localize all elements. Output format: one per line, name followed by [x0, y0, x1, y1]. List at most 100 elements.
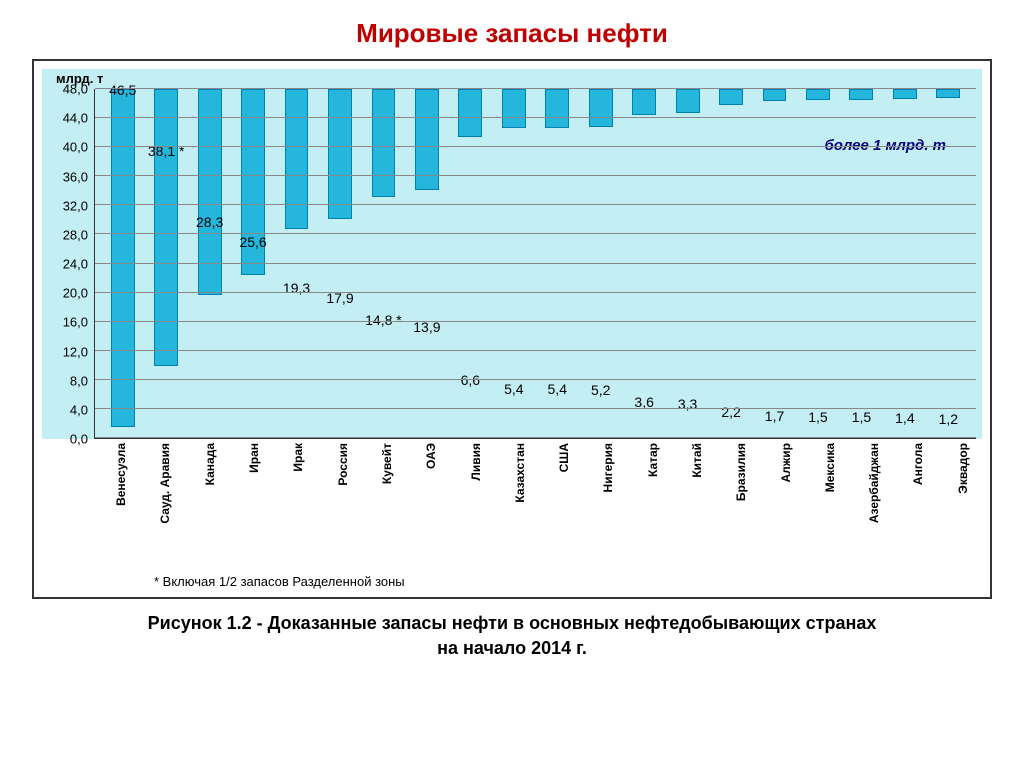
y-tick: 40,0: [63, 140, 88, 155]
bar-col: 5,4: [492, 89, 535, 438]
bar: [676, 89, 700, 113]
x-axis-label: Мексика: [801, 443, 845, 553]
x-axis-label: Алжир: [756, 443, 800, 553]
bar-col: 1,5: [796, 89, 839, 438]
bar-col: 3,6: [622, 89, 665, 438]
bar-value-label: 1,2: [939, 411, 958, 427]
gridline: [95, 350, 976, 351]
y-tick: 24,0: [63, 257, 88, 272]
x-axis-label: Иран: [225, 443, 269, 553]
bar: [154, 89, 178, 366]
x-axis-label: Ирак: [269, 443, 313, 553]
bar-col: 2,2: [709, 89, 752, 438]
bar-col: 1,5: [840, 89, 883, 438]
bar-col: 46,5: [101, 89, 144, 438]
y-tick: 8,0: [70, 373, 88, 388]
caption-line-1: Рисунок 1.2 - Доказанные запасы нефти в …: [148, 613, 877, 633]
y-axis-ticks: 0,04,08,012,016,020,024,028,032,036,040,…: [42, 89, 92, 439]
y-tick: 12,0: [63, 344, 88, 359]
gridline: [95, 146, 976, 147]
gridline: [95, 117, 976, 118]
bar-value-label: 5,4: [548, 381, 567, 397]
bar: [589, 89, 613, 127]
bars-container: 46,538,1 * 28,3 25,6 19,3 17,914,8 *13,9 6,6 5…: [95, 89, 976, 438]
x-axis-label: ОАЭ: [402, 443, 446, 553]
x-axis-label: Канада: [181, 443, 225, 553]
bar: [285, 89, 309, 229]
x-axis-label: США: [535, 443, 579, 553]
bar-value-label: 5,4: [504, 381, 523, 397]
bar-value-label: 1,5: [808, 409, 827, 425]
bar: [719, 89, 743, 105]
bar-col: 28,3: [188, 89, 231, 438]
x-axis-label: Бразилия: [712, 443, 756, 553]
bar-col: 19,3: [275, 89, 318, 438]
bar-value-label: 1,4: [895, 410, 914, 426]
bar-col: 5,2: [579, 89, 622, 438]
bar-col: 1,7: [753, 89, 796, 438]
bar-col: 1,2: [927, 89, 970, 438]
caption-line-2: на начало 2014 г.: [437, 638, 587, 658]
bar-col: 14,8 *: [362, 89, 405, 438]
gridline: [95, 233, 976, 234]
x-axis-label: Катар: [624, 443, 668, 553]
bar: [545, 89, 569, 128]
bar: [849, 89, 873, 100]
bar-value-label: 1,7: [765, 408, 784, 424]
x-axis-label: Нигерия: [579, 443, 623, 553]
bar: [328, 89, 352, 219]
x-axis-label: Ливия: [446, 443, 490, 553]
chart-outer-frame: млрд. т 0,04,08,012,016,020,024,028,032,…: [32, 59, 992, 599]
x-axis-label: Ангола: [889, 443, 933, 553]
chart-footnote: * Включая 1/2 запасов Разделенной зоны: [154, 574, 405, 589]
y-tick: 48,0: [63, 82, 88, 97]
x-axis-labels: ВенесуэлаСауд. АравияКанадаИранИракРосси…: [86, 443, 984, 553]
x-axis-label: Казахстан: [491, 443, 535, 553]
gridline: [95, 437, 976, 438]
bar-col: 13,9: [405, 89, 448, 438]
figure-caption: Рисунок 1.2 - Доказанные запасы нефти в …: [0, 611, 1024, 661]
bar-value-label: 1,5: [852, 409, 871, 425]
chart-plot-area: млрд. т 0,04,08,012,016,020,024,028,032,…: [42, 69, 982, 439]
x-axis-label: Россия: [313, 443, 357, 553]
y-tick: 20,0: [63, 286, 88, 301]
bar: [372, 89, 396, 197]
bar: [198, 89, 222, 295]
gridline: [95, 292, 976, 293]
bar-col: 5,4: [536, 89, 579, 438]
bar-value-label: 19,3: [283, 280, 310, 296]
bar-col: 6,6: [449, 89, 492, 438]
gridline: [95, 204, 976, 205]
bar-value-label: 3,3: [678, 396, 697, 412]
bar-col: 17,9: [318, 89, 361, 438]
y-tick: 28,0: [63, 227, 88, 242]
bar-value-label: 2,2: [721, 404, 740, 420]
y-tick: 4,0: [70, 402, 88, 417]
x-axis-label: Кувейт: [358, 443, 402, 553]
y-tick: 32,0: [63, 198, 88, 213]
bar: [458, 89, 482, 137]
y-tick: 16,0: [63, 315, 88, 330]
x-axis-label: Сауд. Аравия: [136, 443, 180, 553]
bar-col: 38,1 *: [144, 89, 187, 438]
bar-col: 1,4: [883, 89, 926, 438]
y-tick: 44,0: [63, 111, 88, 126]
x-axis-label: Венесуэла: [92, 443, 136, 553]
gridline: [95, 321, 976, 322]
x-axis-label: Эквадор: [934, 443, 978, 553]
y-tick: 36,0: [63, 169, 88, 184]
bar-col: 25,6: [231, 89, 274, 438]
gridline: [95, 88, 976, 89]
page-title: Мировые запасы нефти: [0, 0, 1024, 59]
bar: [111, 89, 135, 427]
gridline: [95, 175, 976, 176]
bar: [502, 89, 526, 128]
x-axis-label: Азербайджан: [845, 443, 889, 553]
bar: [806, 89, 830, 100]
bar: [893, 89, 917, 99]
bar-value-label: 6,6: [461, 372, 480, 388]
bar-value-label: 28,3: [196, 214, 223, 230]
bar: [936, 89, 960, 98]
bar-value-label: 25,6: [239, 234, 266, 250]
gridline: [95, 379, 976, 380]
